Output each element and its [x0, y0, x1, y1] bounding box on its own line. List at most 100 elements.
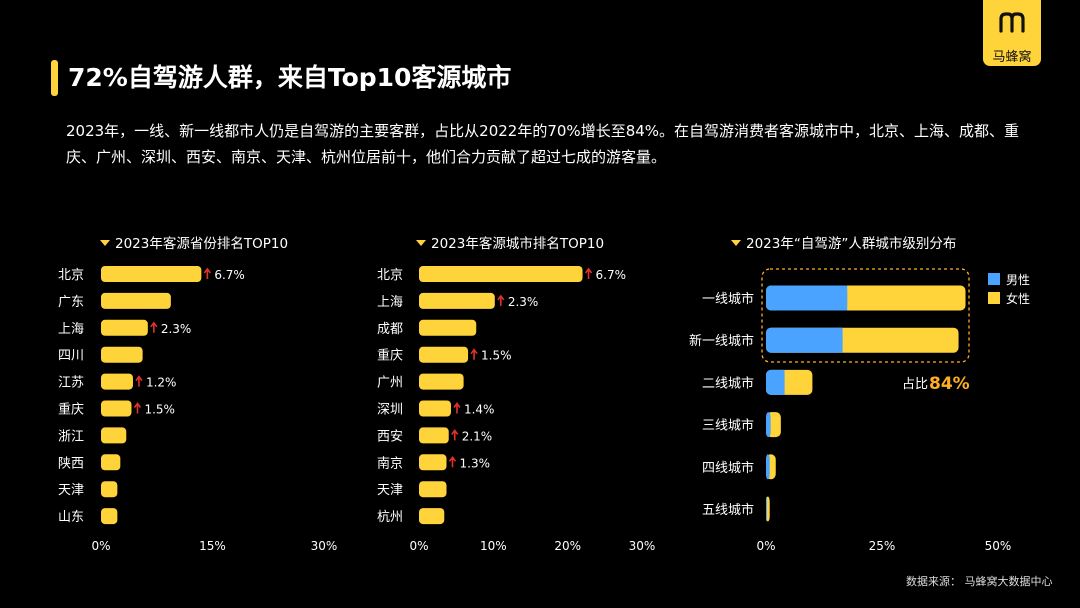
up-arrow-icon	[497, 294, 505, 306]
category-label: 陕西	[58, 456, 84, 471]
triangle-down-icon	[416, 240, 426, 246]
tier-chart-title: 2023年“自驾游”人群城市级别分布	[731, 232, 956, 252]
bar-male	[766, 327, 843, 353]
province-chart-title: 2023年客源省份排名TOP10	[100, 232, 288, 252]
mafengwo-logo: 马蜂窝	[983, 0, 1041, 66]
bar	[101, 427, 127, 444]
page-title: 72%自驾游人群，来自Top10客源城市	[68, 63, 512, 92]
highlight-value: 84%	[929, 374, 970, 394]
bar-male	[766, 285, 848, 311]
x-tick-label: 30%	[311, 539, 338, 553]
category-label: 二线城市	[702, 375, 754, 391]
bar	[101, 481, 118, 498]
x-tick-label: 30%	[629, 539, 656, 553]
x-tick-label: 0%	[409, 539, 428, 553]
up-arrow-icon	[150, 321, 158, 333]
bar	[419, 427, 449, 444]
city-chart-title-text: 2023年客源城市排名TOP10	[431, 236, 605, 252]
category-label: 重庆	[377, 348, 403, 364]
bar	[419, 319, 477, 336]
tier-chart-title-text: 2023年“自驾游”人群城市级别分布	[746, 236, 957, 252]
x-tick-label: 15%	[199, 539, 226, 553]
bar	[419, 454, 447, 471]
category-label: 四川	[58, 349, 84, 364]
category-label: 成都	[377, 322, 403, 337]
category-label: 北京	[58, 268, 84, 283]
legend-swatch-female	[988, 292, 1000, 304]
bar-male	[766, 454, 770, 480]
category-label: 杭州	[377, 510, 403, 525]
bar	[419, 508, 445, 525]
highlight-label: 占比	[902, 377, 928, 392]
x-tick-label: 0%	[91, 539, 110, 553]
bar-male	[836, 327, 843, 353]
growth-label: 2.3%	[508, 295, 539, 309]
up-arrow-icon	[453, 402, 461, 414]
legend-label-male: 男性	[1006, 273, 1030, 287]
growth-label: 6.7%	[214, 268, 245, 282]
province-chart-title-text: 2023年客源省份排名TOP10	[115, 236, 289, 252]
bar	[101, 454, 121, 471]
bar	[101, 373, 133, 390]
up-arrow-icon	[135, 375, 143, 387]
category-label: 南京	[377, 455, 403, 471]
growth-label: 1.5%	[481, 349, 512, 363]
legend-label-female: 女性	[1006, 291, 1030, 306]
x-tick-label: 10%	[480, 539, 507, 553]
legend-swatch-male	[988, 273, 1000, 285]
x-tick-label: 50%	[985, 539, 1012, 553]
logo-text: 马蜂窝	[992, 50, 1032, 65]
up-arrow-icon	[203, 267, 211, 279]
up-arrow-icon	[584, 267, 593, 279]
category-label: 重庆	[58, 402, 84, 418]
bar	[419, 292, 495, 309]
bar	[419, 346, 469, 363]
bar	[101, 292, 171, 309]
bar	[419, 373, 464, 390]
category-label: 广东	[58, 295, 84, 310]
bar	[101, 266, 202, 282]
bar-male	[766, 412, 771, 438]
growth-label: 1.4%	[464, 403, 495, 417]
category-label: 五线城市	[702, 502, 754, 518]
up-arrow-icon	[133, 402, 142, 414]
bar-male	[778, 369, 785, 395]
category-label: 深圳	[377, 403, 403, 418]
category-label: 江苏	[58, 375, 84, 391]
category-label: 四线城市	[702, 460, 754, 476]
triangle-down-icon	[731, 240, 741, 246]
city-chart-title: 2023年客源城市排名TOP10	[416, 232, 604, 252]
category-label: 上海	[58, 322, 84, 337]
logo-m-icon	[999, 12, 1025, 33]
bar	[419, 266, 583, 282]
bar-male	[841, 285, 848, 311]
growth-label: 2.1%	[462, 429, 493, 443]
up-arrow-icon	[451, 429, 459, 441]
description-text: 2023年，一线、新一线都市人仍是自驾游的主要客群，占比从2022年的70%增长…	[66, 122, 1020, 166]
growth-label: 6.7%	[596, 268, 627, 282]
category-label: 天津	[377, 483, 403, 498]
category-label: 上海	[377, 295, 403, 310]
category-label: 广州	[377, 376, 403, 391]
x-tick-label: 25%	[869, 539, 896, 553]
category-label: 北京	[377, 268, 403, 283]
category-label: 一线城市	[702, 291, 754, 307]
bar-male	[766, 496, 767, 522]
x-tick-label: 20%	[554, 539, 581, 553]
up-arrow-icon	[470, 348, 478, 360]
growth-label: 2.3%	[161, 322, 192, 336]
bar	[101, 319, 148, 336]
bar	[419, 400, 451, 417]
up-arrow-icon	[448, 455, 457, 468]
data-source-note: 数据来源： 马蜂窝大数据中心	[906, 575, 1053, 588]
title-accent-bar	[51, 60, 58, 96]
bar	[101, 346, 143, 363]
category-label: 山东	[58, 510, 84, 525]
growth-label: 1.3%	[460, 456, 491, 470]
bar	[101, 508, 118, 525]
category-label: 天津	[58, 483, 84, 498]
x-tick-label: 0%	[756, 539, 775, 553]
category-label: 三线城市	[702, 418, 754, 434]
